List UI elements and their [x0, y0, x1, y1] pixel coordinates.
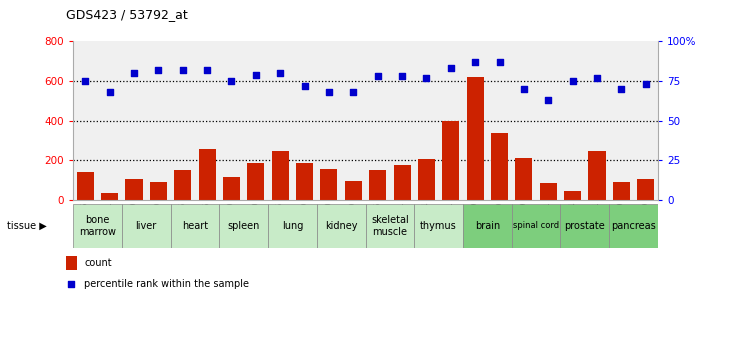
Bar [66, 256, 77, 270]
Bar [199, 149, 216, 200]
Point [347, 89, 359, 95]
Bar [73, 204, 122, 248]
Bar [515, 158, 532, 200]
Bar [512, 204, 561, 248]
Text: kidney: kidney [325, 221, 357, 231]
Text: pancreas: pancreas [611, 221, 656, 231]
Bar [122, 204, 170, 248]
Point [469, 59, 481, 65]
Bar [369, 170, 386, 200]
Bar [561, 204, 609, 248]
Bar [393, 165, 411, 200]
Point [80, 78, 91, 84]
Bar [77, 172, 94, 200]
Text: lung: lung [281, 221, 303, 231]
Point [640, 81, 651, 87]
Bar [442, 121, 459, 200]
Text: heart: heart [182, 221, 208, 231]
Text: bone
marrow: bone marrow [79, 215, 116, 237]
Text: spleen: spleen [227, 221, 260, 231]
Text: spinal cord: spinal cord [513, 221, 559, 230]
Point [591, 75, 603, 81]
Bar [101, 193, 118, 200]
Text: thymus: thymus [420, 221, 457, 231]
Text: GDS423 / 53792_at: GDS423 / 53792_at [66, 8, 188, 21]
Text: skeletal
muscle: skeletal muscle [371, 215, 409, 237]
Bar [366, 204, 414, 248]
Text: count: count [84, 258, 112, 268]
Point [420, 75, 432, 81]
Point [396, 73, 408, 79]
Point [226, 78, 238, 84]
Bar [268, 204, 317, 248]
Point [542, 97, 554, 103]
Bar [272, 150, 289, 200]
Point [177, 67, 189, 73]
Bar [466, 77, 484, 200]
Point [299, 83, 311, 89]
Bar [320, 169, 338, 200]
Text: prostate: prostate [564, 221, 605, 231]
Point [493, 59, 505, 65]
Bar [609, 204, 658, 248]
Text: brain: brain [474, 221, 500, 231]
Bar [637, 179, 654, 200]
Bar [150, 182, 167, 200]
Point [128, 70, 140, 76]
Bar [588, 151, 605, 200]
Bar [223, 177, 240, 200]
Bar [491, 132, 508, 200]
Bar [170, 204, 219, 248]
Point [323, 89, 335, 95]
Point [518, 86, 530, 92]
Bar [345, 181, 362, 200]
Point [250, 72, 262, 78]
Point [274, 70, 286, 76]
Point [104, 89, 115, 95]
Point [567, 78, 578, 84]
Bar [247, 164, 265, 200]
Text: liver: liver [135, 221, 157, 231]
Text: percentile rank within the sample: percentile rank within the sample [84, 279, 249, 289]
Bar [463, 204, 512, 248]
Bar [418, 159, 435, 200]
Text: tissue ▶: tissue ▶ [7, 221, 47, 231]
Point [153, 67, 164, 73]
Bar [126, 179, 143, 200]
Point [616, 86, 627, 92]
Bar [174, 170, 192, 200]
Point [445, 66, 457, 71]
Point [201, 67, 213, 73]
Bar [317, 204, 366, 248]
Point [292, 187, 304, 193]
Bar [296, 164, 313, 200]
Bar [414, 204, 463, 248]
Bar [539, 183, 557, 200]
Bar [219, 204, 268, 248]
Bar [564, 191, 581, 200]
Point [372, 73, 384, 79]
Bar [613, 182, 630, 200]
